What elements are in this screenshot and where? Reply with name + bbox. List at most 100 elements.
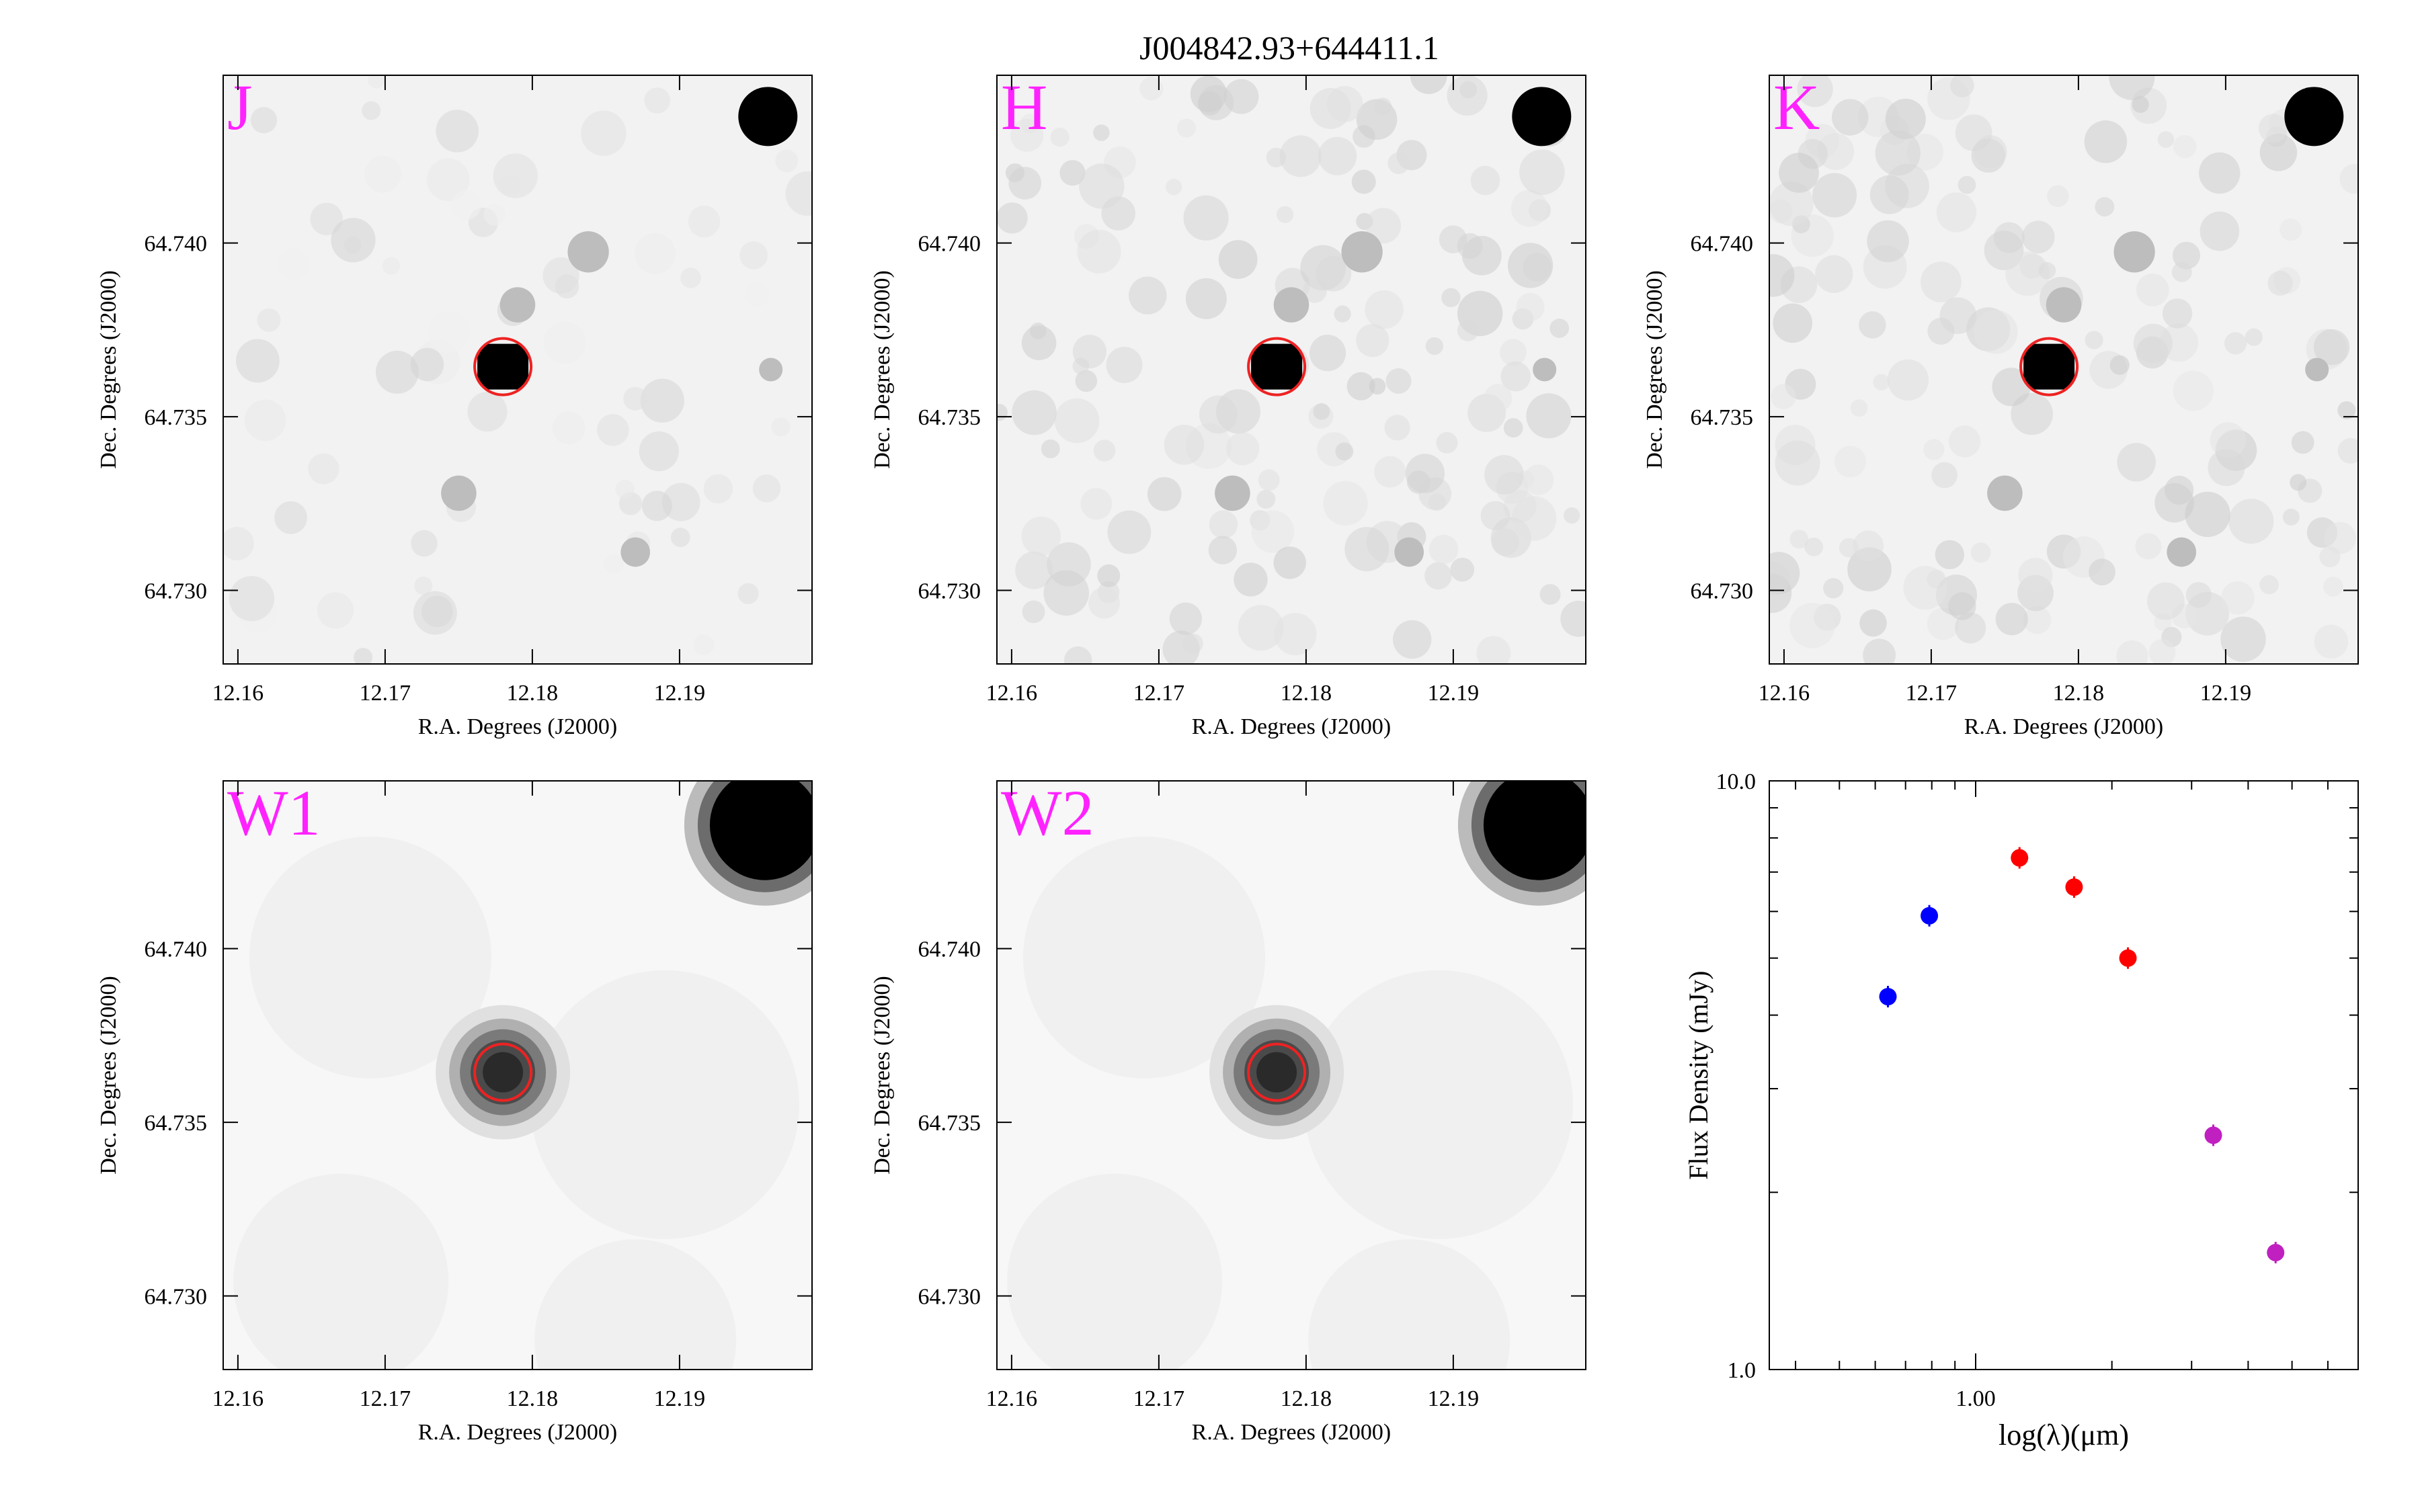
noise-blob [1059,160,1086,186]
noise-blob [1226,432,1260,466]
panel-w1: W1 12.16 12.17 12.18 12.19 64.740 64.735 64.730… [96,777,813,1445]
noise-blob [1256,490,1276,509]
noise-blob [2221,581,2255,615]
noise-blob [661,482,700,521]
background-glow [1023,836,1265,1079]
faint-source [759,358,783,382]
noise-blob [2267,270,2293,296]
x-tick-label: 12.17 [360,681,411,706]
noise-blob [1470,165,1500,196]
noise-blob [1093,124,1110,141]
y-tick-label: 64.730 [1691,579,1754,604]
x-tick-label: 12.16 [212,681,264,706]
x-axis-label: R.A. Degrees (J2000) [1192,714,1392,739]
noise-blob [1029,323,1047,339]
noise-blob [1974,310,2018,354]
noise-blob [414,577,433,595]
noise-blob [2047,185,2069,208]
background-glow [534,1239,737,1370]
data-point [2065,878,2083,896]
target-circle [473,337,533,396]
noise-blob [1500,339,1527,366]
noise-blob [1199,395,1238,434]
noise-blob [2173,134,2197,159]
noise-blob [2259,575,2279,595]
noise-blob [1476,636,1511,664]
data-point [1879,988,1897,1006]
bright-star [1512,87,1572,146]
panel-h: H 12.16 12.17 12.18 12.19 64.740 64.735 64.730 R… [870,71,1586,739]
background-glow [530,970,799,1239]
noise-blob [1166,179,1182,196]
noise-blob [450,190,481,220]
data-point [2119,949,2137,967]
noise-blob [644,87,671,114]
cutout-image [997,781,1586,1370]
y-axis-label: Dec. Degrees (J2000) [96,270,121,469]
noise-blob [1885,98,1926,140]
noise-blob [2109,75,2155,100]
noise-blob [997,403,1008,421]
noise-blob [421,595,453,628]
noise-blob [1970,542,1991,563]
noise-blob [639,431,679,472]
noise-blob [354,648,373,664]
noise-blob [1238,605,1284,651]
noise-blob [1041,439,1060,458]
target-source [477,343,529,390]
noise-blob [1875,130,1921,176]
noise-blob [1549,319,1570,338]
noise-blob [1834,446,1866,478]
noise-blob [1022,600,1045,624]
noise-blob [1335,442,1354,461]
x-tick-label: 12.18 [507,1386,559,1411]
axes-frame [1769,75,2359,665]
faint-source [499,287,536,323]
noise-blob [1457,233,1483,259]
noise-blob [1365,208,1402,244]
noise-blob [1279,135,1322,177]
noise-blob [278,248,310,280]
noise-blob [483,204,506,226]
noise-blob [604,554,624,574]
x-tick-label: 12.18 [507,681,559,706]
noise-blob [1054,398,1100,444]
noise-blob [680,267,701,288]
noise-blob [410,347,444,382]
noise-blob [2173,370,2214,411]
x-axis-label: R.A. Degrees (J2000) [1192,1420,1392,1445]
noise-blob [1519,149,1565,196]
bright-star [709,781,812,880]
noise-blob [411,530,438,557]
axes-frame [996,75,1586,665]
noise-blob [1072,335,1106,369]
noise-blob [2023,605,2052,634]
noise-blob [2109,355,2130,375]
y-tick-label: 64.735 [145,1111,208,1136]
noise-blob [2095,197,2115,217]
noise-blob [615,480,635,499]
noise-blob [1508,243,1554,288]
data-point [2267,1243,2285,1261]
noise-blob [1015,551,1053,589]
y-axis-label: Flux Density (mJy) [1683,970,1713,1179]
y-tick-label: 64.740 [1691,232,1754,257]
noise-blob [1197,91,1222,116]
noise-blob [543,321,586,364]
axes-frame [223,75,813,665]
target-circle [1247,337,1307,396]
noise-blob [1863,638,1896,664]
noise-blob [2245,328,2263,346]
noise-blob [2339,164,2358,194]
noise-blob [1251,510,1295,553]
noise-blob [1789,530,1809,549]
noise-blob [2337,437,2358,464]
noise-blob [1564,507,1580,524]
background-glow [1304,970,1573,1239]
noise-blob [1021,325,1057,360]
noise-blob [1995,603,2028,636]
faint-source [1533,358,1557,382]
noise-blob [1503,418,1523,438]
band-label: W1 [227,777,321,849]
noise-blob [1097,564,1121,587]
